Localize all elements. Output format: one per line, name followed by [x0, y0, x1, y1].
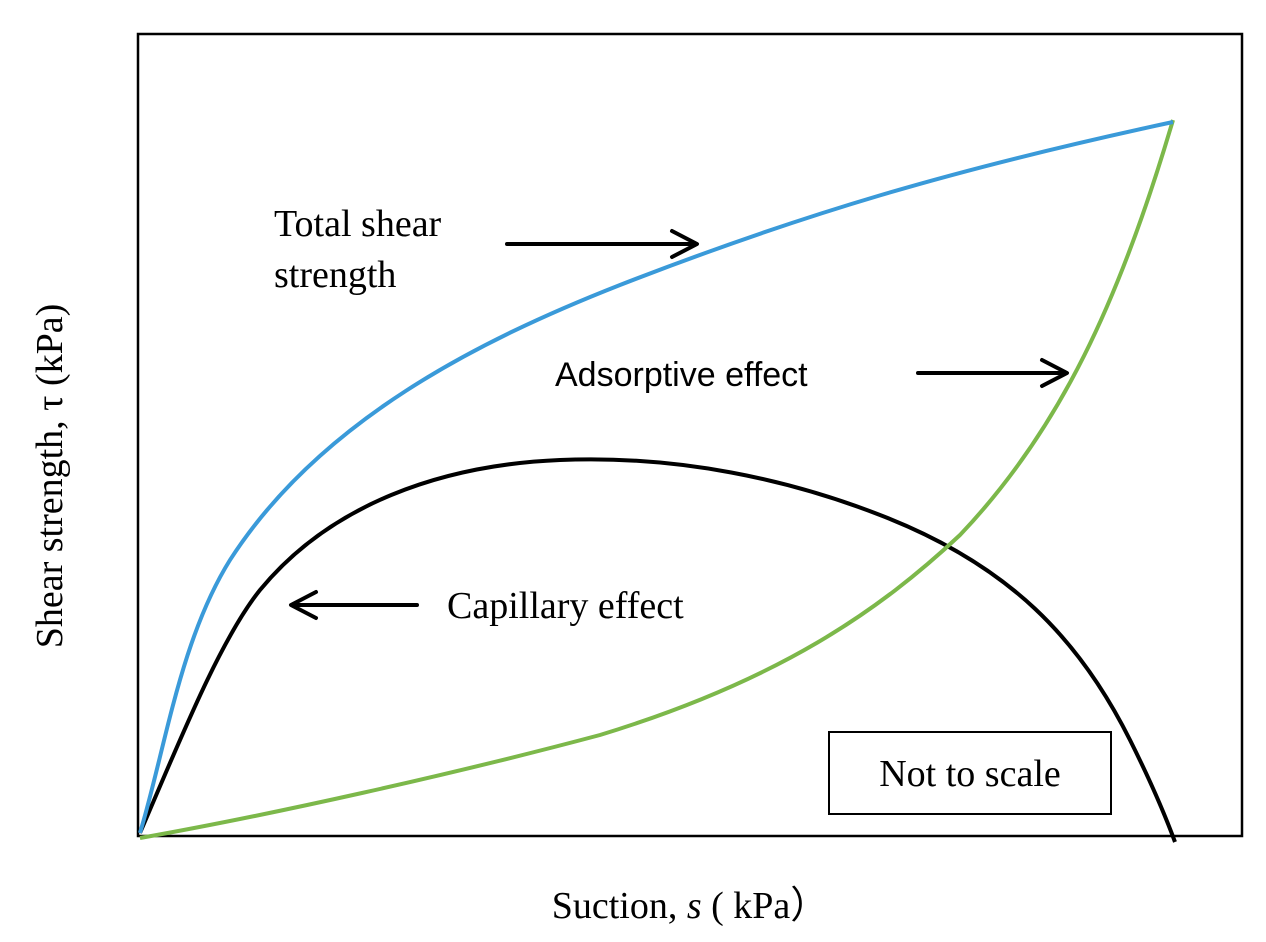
annotation-total-shear-strength-line1: Total shear	[274, 203, 442, 245]
annotation-adsorptive-effect: Adsorptive effect	[555, 356, 808, 394]
plot-frame	[136, 32, 1244, 838]
y-axis-label: Shear strength, τ (kPa)	[29, 304, 71, 649]
series-line-total-shear-strength	[138, 120, 1174, 834]
arrow-adsorptive-effect	[916, 358, 1069, 388]
note-not-to-scale: Not to scale	[879, 753, 1061, 795]
note-box	[828, 731, 1112, 815]
x-axis-label-unit: ( kPa）	[702, 885, 829, 927]
x-axis-label-prefix: Suction,	[552, 885, 687, 927]
series-line-adsorptive-effect	[139, 119, 1175, 840]
annotation-total-shear-strength-line2: strength	[274, 254, 396, 296]
x-axis-label: Suction, s ( kPa）	[552, 885, 829, 927]
x-axis-label-variable: s	[687, 885, 702, 927]
arrow-capillary-effect	[289, 590, 419, 620]
series-line-capillary-effect	[138, 457, 1177, 843]
arrow-total-shear-strength	[505, 229, 699, 259]
annotation-capillary-effect: Capillary effect	[447, 585, 684, 627]
